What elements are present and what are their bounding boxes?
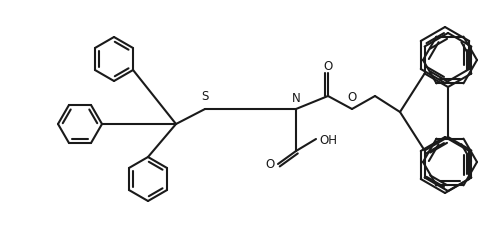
Text: OH: OH [319,133,337,146]
Text: O: O [324,60,333,73]
Text: O: O [347,91,357,104]
Text: N: N [292,92,300,105]
Text: S: S [201,90,209,103]
Text: O: O [266,158,275,171]
